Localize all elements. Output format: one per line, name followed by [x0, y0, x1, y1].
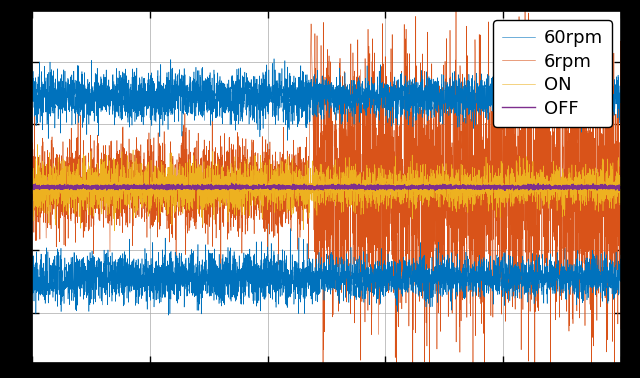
60rpm — [468, 76, 476, 81]
Line: OFF: OFF — [32, 183, 621, 191]
OFF — [135, 186, 143, 191]
6rpm — [467, 225, 475, 230]
60rpm — [28, 63, 36, 68]
Legend: 60rpm, 6rpm, ON, OFF: 60rpm, 6rpm, ON, OFF — [493, 20, 612, 127]
6rpm — [512, 211, 520, 215]
ON — [617, 194, 625, 198]
6rpm — [381, 135, 389, 139]
6rpm — [135, 214, 143, 219]
6rpm — [411, 148, 419, 152]
OFF — [513, 186, 520, 191]
OFF — [28, 185, 36, 190]
OFF — [228, 181, 236, 186]
60rpm — [253, 77, 261, 82]
6rpm — [253, 191, 261, 195]
OFF — [468, 185, 476, 190]
Line: 6rpm: 6rpm — [32, 0, 621, 378]
60rpm — [284, 138, 291, 143]
60rpm — [381, 84, 389, 88]
ON — [468, 184, 476, 189]
Line: ON: ON — [32, 144, 621, 231]
Line: 60rpm: 60rpm — [32, 59, 621, 140]
6rpm — [28, 189, 36, 194]
OFF — [381, 183, 389, 187]
ON — [381, 172, 389, 177]
OFF — [501, 188, 509, 193]
ON — [28, 176, 36, 180]
ON — [412, 193, 419, 197]
60rpm — [513, 82, 520, 87]
ON — [513, 194, 520, 199]
6rpm — [617, 327, 625, 331]
OFF — [253, 186, 261, 191]
ON — [34, 142, 42, 147]
ON — [111, 229, 118, 233]
60rpm — [270, 56, 278, 61]
ON — [253, 169, 261, 174]
60rpm — [135, 108, 143, 112]
60rpm — [617, 96, 625, 101]
OFF — [411, 184, 419, 189]
60rpm — [412, 83, 419, 87]
ON — [135, 188, 143, 193]
OFF — [617, 184, 625, 189]
